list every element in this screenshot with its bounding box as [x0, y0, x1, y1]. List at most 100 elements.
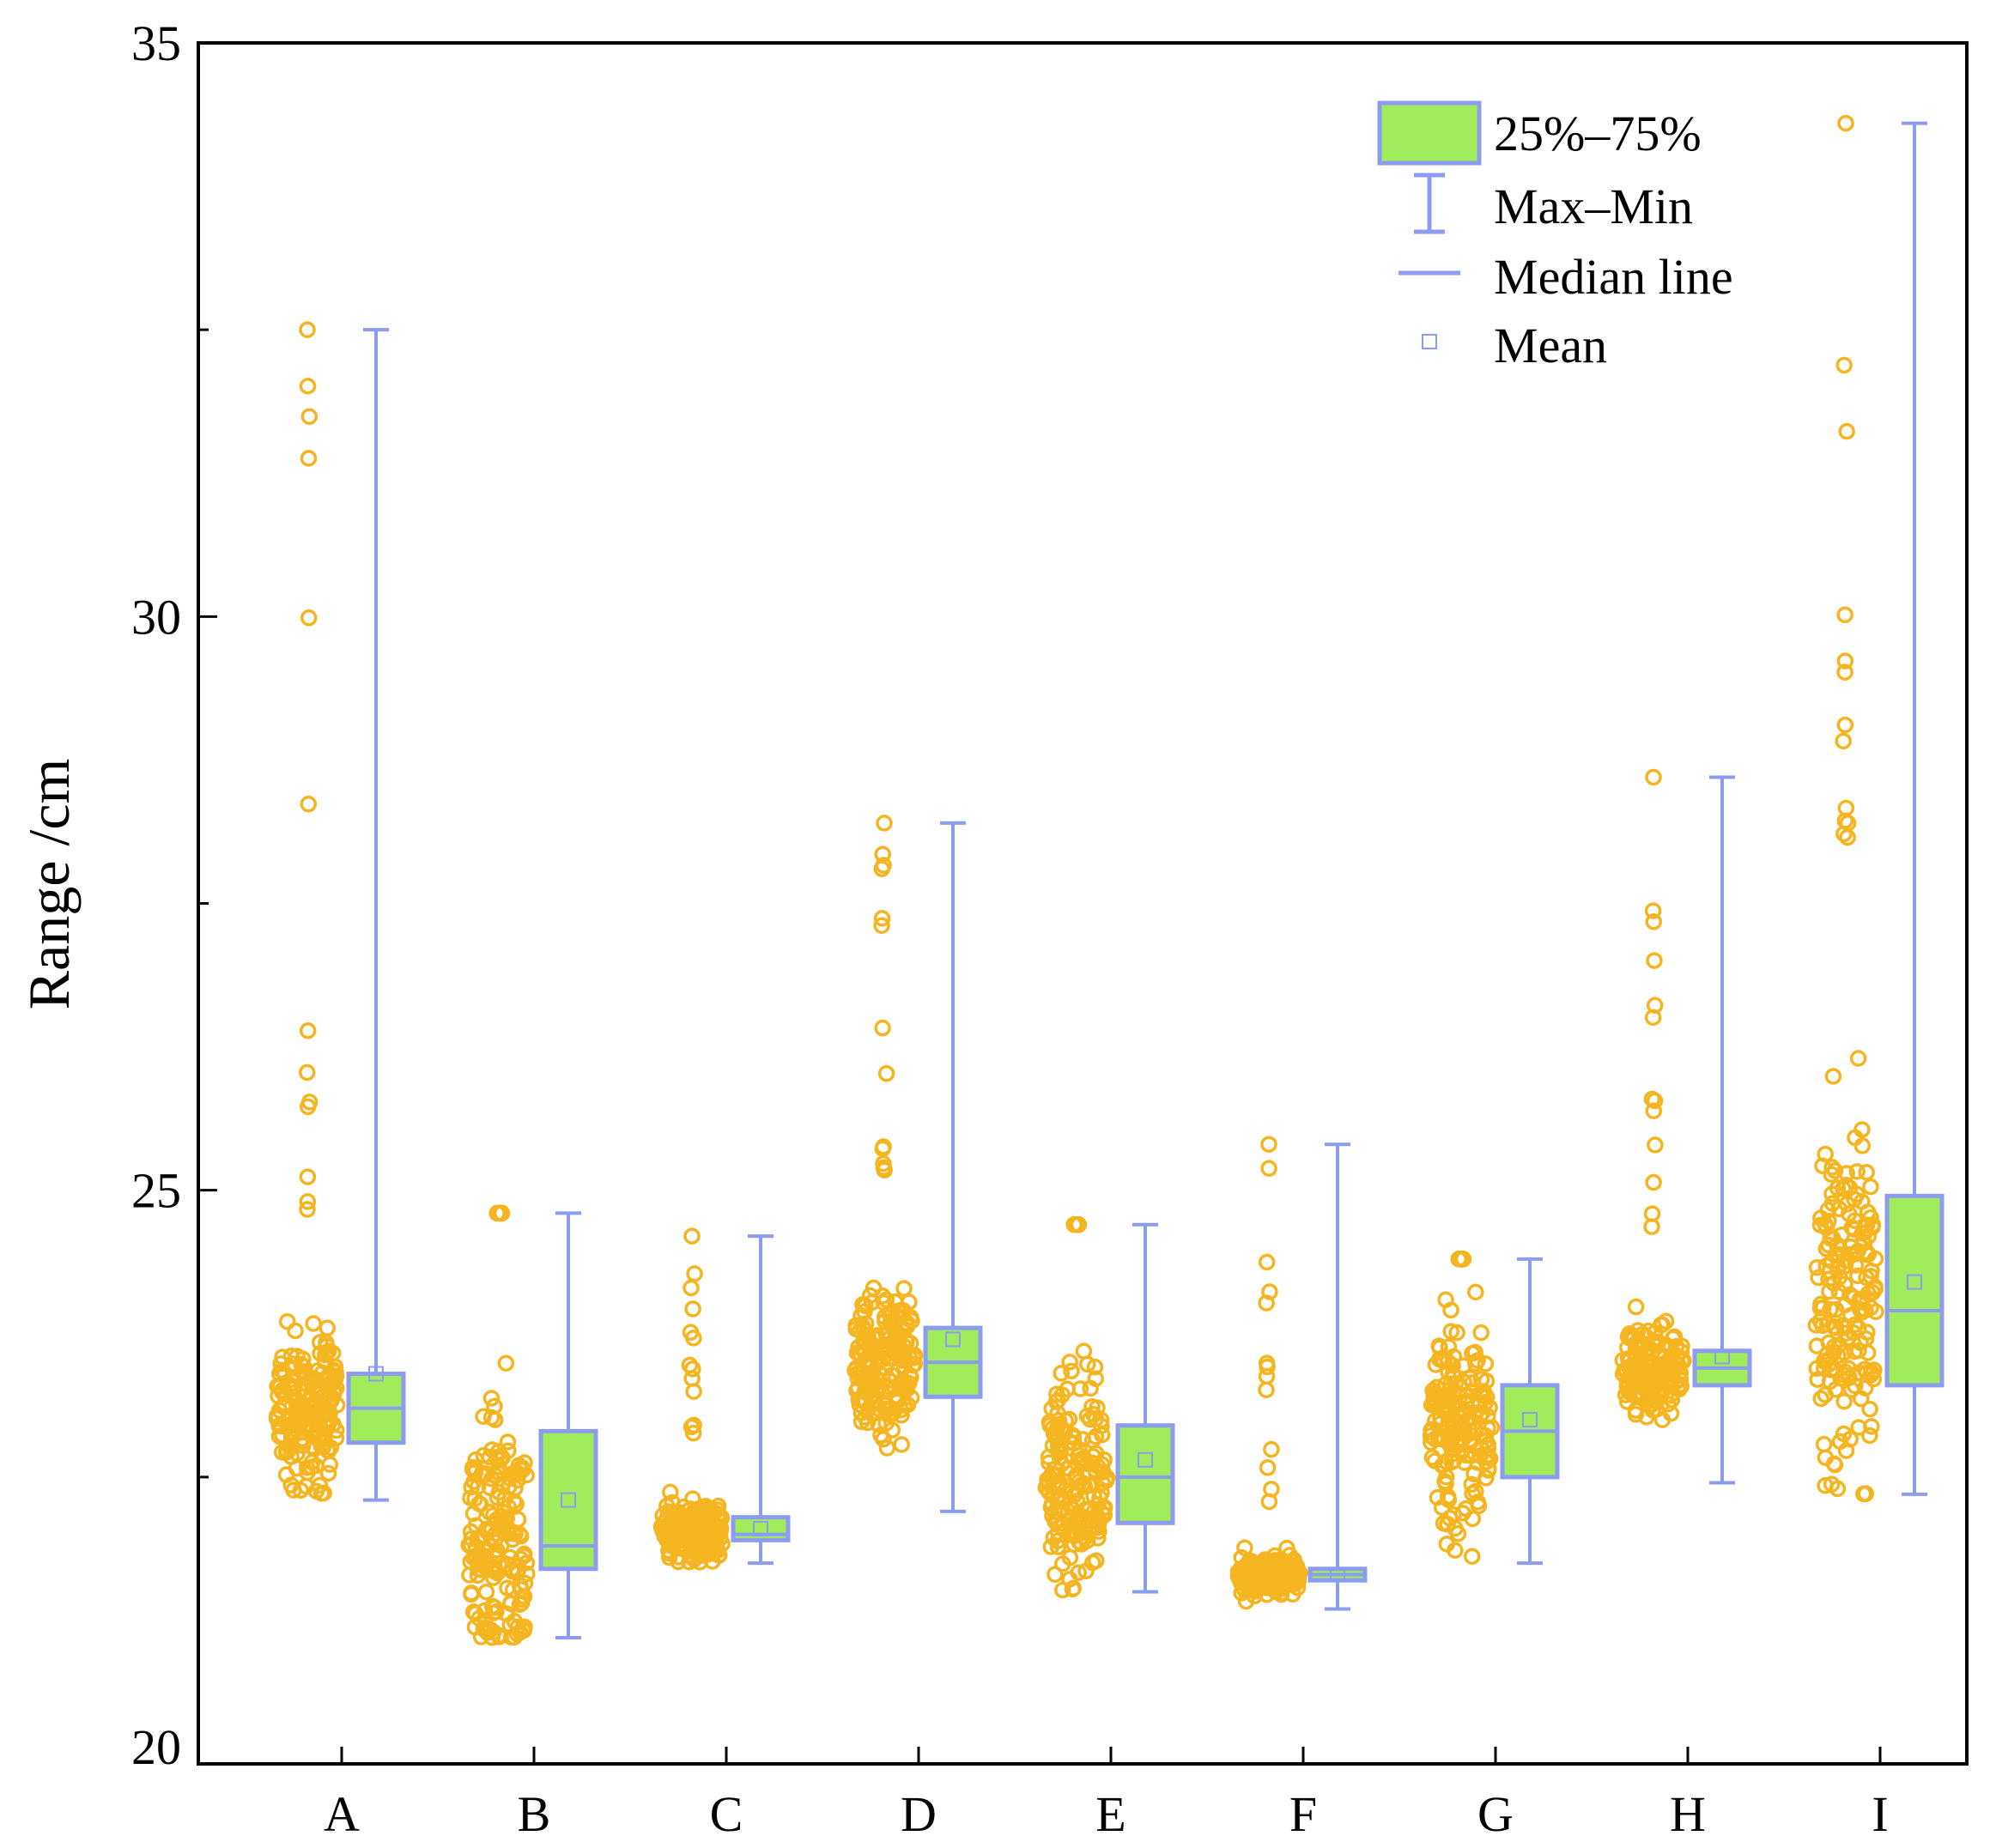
data-point [1441, 1509, 1459, 1527]
data-point [1814, 1317, 1831, 1335]
data-point [490, 1628, 508, 1645]
data-point [299, 1193, 317, 1210]
data-point [1860, 1245, 1877, 1263]
data-point [285, 1481, 302, 1499]
data-point [1236, 1539, 1253, 1557]
data-point [1473, 1440, 1490, 1457]
data-point [1049, 1538, 1067, 1555]
data-point [1061, 1354, 1078, 1371]
data-point [1271, 1580, 1289, 1597]
data-point [300, 1094, 319, 1111]
data-point [287, 1322, 304, 1340]
data-point [1815, 1353, 1833, 1370]
data-point [1435, 1353, 1453, 1370]
data-point [277, 1384, 294, 1403]
data-point [684, 1300, 701, 1318]
data-point [1861, 1400, 1878, 1418]
data-point [1810, 1269, 1827, 1287]
data-point [495, 1557, 513, 1574]
data-point [1071, 1533, 1089, 1551]
data-point [710, 1547, 728, 1564]
data-point [308, 1412, 325, 1429]
data-point [499, 1433, 517, 1451]
data-point [274, 1348, 291, 1366]
data-point [876, 1161, 893, 1178]
legend-mean-swatch [1422, 334, 1437, 349]
data-point [897, 1330, 914, 1348]
data-point [1463, 1548, 1481, 1566]
data-point [1822, 1229, 1840, 1247]
mean-marker-d [945, 1331, 961, 1348]
data-point [874, 1140, 892, 1158]
data-point [1095, 1463, 1112, 1481]
data-point [1054, 1555, 1071, 1572]
data-point [701, 1535, 719, 1553]
data-point [1821, 1282, 1838, 1300]
data-point [1866, 1361, 1883, 1378]
data-point [1084, 1448, 1102, 1465]
data-point [519, 1565, 536, 1583]
data-point [1445, 1451, 1463, 1469]
data-point [1651, 1374, 1668, 1391]
data-point [326, 1371, 344, 1389]
data-point [1235, 1579, 1253, 1597]
data-point [1442, 1436, 1460, 1453]
data-point [463, 1584, 480, 1602]
box-c [731, 1515, 791, 1542]
data-point [684, 1360, 701, 1378]
axes: 20 25 30 35 A B C D E F G H I [131, 15, 1889, 1842]
data-point [686, 1265, 703, 1282]
data-point [1640, 1342, 1658, 1360]
data-point [482, 1390, 501, 1407]
y-tick-label: 30 [131, 589, 181, 645]
data-point [1855, 1485, 1872, 1503]
data-point [1820, 1212, 1837, 1230]
data-point [1462, 1410, 1479, 1427]
data-point [503, 1560, 520, 1578]
y-tick-label: 35 [131, 15, 181, 71]
data-point [1447, 1542, 1464, 1560]
data-point [1643, 1090, 1661, 1108]
data-point [1836, 1296, 1854, 1314]
data-point [1863, 1363, 1880, 1381]
data-point [1472, 1371, 1490, 1388]
data-point [1836, 716, 1854, 734]
data-point [874, 1019, 891, 1037]
data-point [1634, 1325, 1652, 1342]
x-tick-label-i: I [1872, 1786, 1888, 1842]
data-point [1444, 1357, 1461, 1374]
data-point [1849, 1050, 1867, 1067]
data-point [494, 1475, 512, 1493]
data-point [683, 1418, 701, 1436]
data-point [1856, 1379, 1874, 1397]
data-point [1093, 1417, 1110, 1434]
data-point [1073, 1507, 1090, 1525]
data-point [311, 1401, 329, 1418]
data-point [1671, 1365, 1688, 1383]
data-point [882, 1314, 899, 1332]
data-point [1836, 606, 1853, 624]
data-point [1836, 812, 1853, 830]
data-point [1835, 1392, 1853, 1410]
data-point [1097, 1472, 1115, 1489]
data-point [1477, 1355, 1495, 1372]
data-point [1832, 1370, 1850, 1387]
data-point [1062, 1524, 1079, 1541]
data-point [1085, 1487, 1102, 1506]
data-point [1041, 1483, 1058, 1500]
data-point [512, 1550, 530, 1567]
data-point [1823, 1252, 1841, 1270]
data-point [311, 1476, 329, 1494]
data-point [282, 1416, 300, 1433]
mean-marker-f [1330, 1566, 1345, 1583]
data-point [270, 1427, 288, 1445]
data-point [1077, 1562, 1095, 1580]
data-point [299, 1168, 317, 1185]
data-point [1823, 1166, 1840, 1183]
data-point [1817, 1219, 1835, 1237]
data-point [1858, 1164, 1875, 1181]
data-point [294, 1437, 312, 1455]
data-point [1646, 997, 1664, 1014]
data-point [323, 1392, 340, 1409]
data-point [300, 408, 319, 425]
